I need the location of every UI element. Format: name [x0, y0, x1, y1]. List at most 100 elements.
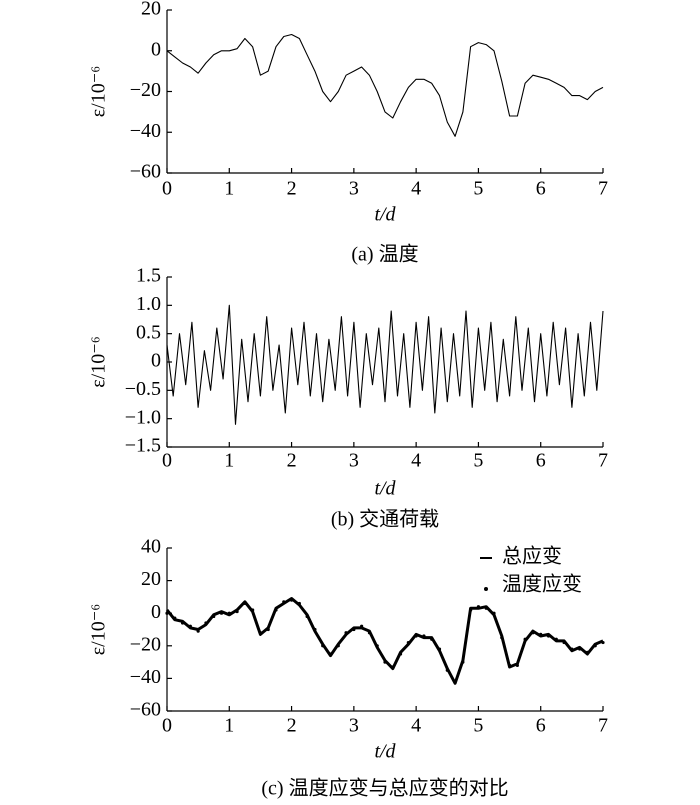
legend-dot	[484, 587, 488, 591]
data-dot	[180, 621, 185, 625]
y-tick-label: −40	[130, 120, 161, 142]
data-dot	[539, 632, 543, 636]
data-dot	[507, 663, 512, 667]
data-dot	[500, 636, 504, 640]
data-dot	[585, 650, 590, 654]
caption: (b) 交通荷载	[331, 508, 439, 531]
x-tick-label: 1	[224, 178, 234, 200]
x-tick-label: 7	[598, 715, 608, 737]
data-dot	[406, 640, 410, 645]
x-tick-label: 6	[536, 450, 546, 472]
x-tick-label: 3	[349, 450, 359, 472]
y-tick-label: 0	[151, 601, 161, 623]
x-axis-label: t/d	[374, 741, 396, 763]
x-tick-label: 7	[598, 178, 608, 200]
x-tick-label: 6	[536, 178, 546, 200]
y-tick-label: 0	[151, 350, 161, 372]
data-dot	[336, 644, 340, 648]
y-tick-label: 0	[151, 38, 161, 60]
data-dot	[344, 631, 348, 635]
y-tick-label: −60	[130, 699, 161, 721]
data-dot	[305, 614, 309, 619]
y-tick-label: 40	[141, 536, 161, 558]
x-tick-label: 5	[473, 450, 483, 472]
data-dot	[165, 611, 169, 615]
data-dot	[414, 634, 418, 638]
y-axis-label: ε/10⁻⁶	[88, 336, 110, 388]
data-dot	[274, 608, 278, 612]
data-dot	[383, 660, 387, 664]
data-dot	[258, 631, 263, 635]
x-tick-label: 4	[411, 178, 421, 200]
data-dot	[227, 611, 231, 615]
data-dot	[367, 631, 372, 635]
x-tick-label: 0	[162, 450, 172, 472]
x-tick-label: 2	[287, 715, 297, 737]
data-dot	[289, 598, 294, 602]
data-dot	[437, 647, 442, 651]
data-dot	[219, 611, 224, 615]
data-dot	[523, 637, 527, 641]
x-tick-label: 3	[349, 178, 359, 200]
x-tick-label: 6	[536, 715, 546, 737]
data-dot	[531, 631, 535, 635]
y-tick-label: −0.5	[125, 378, 161, 400]
data-dot	[282, 600, 286, 604]
legend-label: 温度应变	[502, 573, 582, 596]
data-dot	[243, 601, 247, 606]
y-tick-label: −40	[130, 666, 161, 688]
x-tick-label: 5	[473, 715, 483, 737]
caption: (a) 温度	[351, 243, 418, 266]
x-tick-label: 0	[162, 715, 172, 737]
data-dot	[235, 609, 239, 614]
data-dot	[313, 627, 317, 632]
data-dot	[422, 634, 426, 638]
y-tick-label: 1.0	[136, 293, 161, 315]
x-tick-label: 2	[287, 450, 297, 472]
y-tick-label: −60	[130, 161, 161, 183]
data-dot	[492, 611, 496, 615]
x-tick-label: 4	[411, 450, 421, 472]
data-dot	[469, 608, 473, 612]
x-axis-label: t/d	[374, 478, 396, 500]
data-dot	[484, 606, 488, 610]
x-tick-label: 5	[473, 178, 483, 200]
data-dot	[212, 614, 216, 619]
data-dot	[352, 627, 356, 632]
y-tick-label: −20	[130, 633, 161, 655]
data-dot	[515, 663, 519, 667]
data-dot	[562, 640, 566, 645]
data-dot	[297, 601, 301, 606]
data-dot	[453, 680, 457, 684]
data-dot	[554, 637, 558, 641]
y-tick-label: 20	[141, 0, 161, 20]
x-axis-label: t/d	[374, 204, 396, 226]
data-dot	[266, 627, 270, 632]
data-dot	[188, 624, 192, 628]
data-dot	[321, 644, 325, 648]
data-dot	[173, 616, 177, 620]
data-dot	[251, 608, 255, 612]
y-tick-label: 0.5	[136, 321, 161, 343]
x-tick-label: 1	[224, 715, 234, 737]
y-tick-label: 1.5	[136, 265, 161, 287]
data-dot	[360, 624, 364, 628]
data-dot	[461, 660, 465, 664]
x-tick-label: 0	[162, 178, 172, 200]
caption: (c) 温度应变与总应变的对比	[261, 777, 508, 800]
y-axis-label: ε/10⁻⁶	[88, 604, 110, 656]
data-dot	[593, 644, 597, 648]
data-dot	[398, 652, 403, 656]
data-line	[166, 304, 604, 425]
y-tick-label: −20	[130, 79, 161, 101]
data-dot	[546, 634, 551, 638]
x-tick-label: 3	[349, 715, 359, 737]
data-dot	[445, 668, 449, 672]
x-tick-label: 4	[411, 715, 421, 737]
data-dot	[570, 647, 574, 651]
x-tick-label: 1	[224, 450, 234, 472]
data-dot	[391, 665, 395, 669]
data-dot	[204, 621, 208, 625]
